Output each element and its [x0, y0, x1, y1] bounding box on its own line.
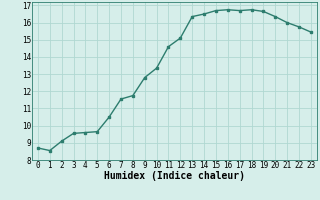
X-axis label: Humidex (Indice chaleur): Humidex (Indice chaleur) [104, 171, 245, 181]
